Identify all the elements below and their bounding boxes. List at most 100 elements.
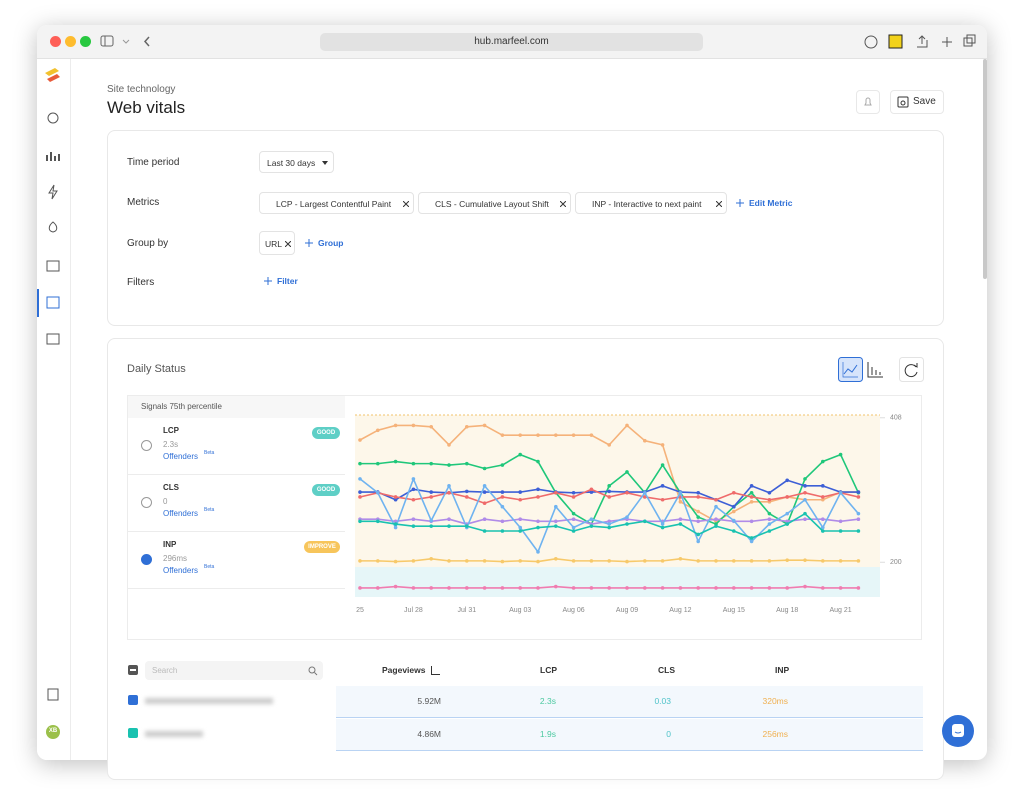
x-tick-label: Aug 09 xyxy=(616,607,638,614)
data-point xyxy=(518,517,522,521)
metric-chip[interactable]: CLS - Cumulative Layout Shift xyxy=(418,192,571,214)
data-point xyxy=(821,497,825,502)
data-point xyxy=(571,517,576,521)
notification-button[interactable] xyxy=(856,90,880,114)
plus-icon xyxy=(305,239,313,247)
data-point xyxy=(358,519,362,524)
data-point xyxy=(358,559,362,563)
close-button[interactable] xyxy=(50,36,61,47)
data-point xyxy=(660,463,665,467)
remove-icon[interactable] xyxy=(716,201,722,207)
data-point xyxy=(429,524,433,528)
address-bar[interactable]: hub.marfeel.com xyxy=(320,33,703,51)
data-point xyxy=(429,495,433,499)
sort-icon[interactable] xyxy=(431,666,440,675)
data-point xyxy=(732,491,736,495)
time-period-label: Time period xyxy=(127,157,180,168)
nav-icons[interactable] xyxy=(99,34,159,50)
time-period-dropdown[interactable]: Last 30 days xyxy=(259,151,334,173)
data-point xyxy=(518,497,522,502)
row-checkbox[interactable] xyxy=(128,728,138,738)
radio-button[interactable] xyxy=(141,554,152,565)
data-point xyxy=(678,556,683,561)
column-header[interactable]: Pageviews xyxy=(382,665,426,675)
remove-icon[interactable] xyxy=(560,201,566,207)
toolbar-icons[interactable] xyxy=(862,33,982,51)
data-point xyxy=(856,586,861,590)
section-title: Daily Status xyxy=(127,363,186,375)
column-header[interactable]: LCP xyxy=(540,665,557,675)
data-point xyxy=(767,497,772,502)
search-box[interactable]: Search xyxy=(145,661,323,680)
data-point xyxy=(429,556,433,561)
row-checkbox[interactable] xyxy=(128,695,138,705)
beta-tag: Beta xyxy=(204,507,215,513)
status-badge: IMPROVE xyxy=(304,541,340,553)
data-point xyxy=(821,525,825,530)
column-header[interactable]: INP xyxy=(775,665,790,675)
dropdown-caret xyxy=(322,161,328,165)
signals-header: Signals 75th percentile xyxy=(141,402,222,411)
line-chart: 200 408 25 Jul 28 Jul 31 Aug 03 Aug 06 Aug 09 Au… xyxy=(355,414,902,614)
offenders-link[interactable]: Offenders xyxy=(163,566,198,575)
chart-controls[interactable] xyxy=(838,357,924,382)
zoom-button[interactable] xyxy=(80,36,91,47)
data-point xyxy=(607,489,611,494)
add-group-link[interactable]: Group xyxy=(318,238,344,248)
add-filter-link[interactable]: Filter xyxy=(277,276,298,286)
data-point xyxy=(589,559,594,563)
data-point xyxy=(465,559,469,563)
scrollbar[interactable] xyxy=(983,59,987,279)
offenders-link[interactable]: Offenders xyxy=(163,509,198,518)
data-point xyxy=(429,518,433,523)
data-point xyxy=(554,433,558,437)
data-point xyxy=(785,495,789,499)
data-point xyxy=(767,522,772,526)
data-point xyxy=(732,518,736,523)
group-chip[interactable]: URL xyxy=(259,231,295,255)
data-point xyxy=(856,529,861,533)
data-point xyxy=(607,559,611,563)
data-point xyxy=(678,586,683,590)
x-tick-label: 25 xyxy=(356,607,364,614)
data-point xyxy=(518,529,522,533)
x-tick-label: Aug 18 xyxy=(776,607,798,614)
column-header[interactable]: CLS xyxy=(658,665,675,675)
metric-chip[interactable]: LCP - Largest Contentful Paint xyxy=(259,192,414,214)
data-point xyxy=(376,519,380,524)
data-point xyxy=(643,586,647,590)
data-point xyxy=(625,559,629,564)
edit-metric-link[interactable]: Edit Metric xyxy=(749,198,793,208)
data-point xyxy=(554,491,558,495)
data-point xyxy=(447,484,451,488)
data-point xyxy=(482,484,487,488)
chat-button[interactable] xyxy=(942,715,974,747)
save-button[interactable]: Save xyxy=(890,90,944,114)
beta-tag: Beta xyxy=(204,564,215,570)
data-point xyxy=(643,519,647,524)
select-all-checkbox[interactable] xyxy=(128,665,138,675)
avatar-initials[interactable]: XB xyxy=(48,728,58,734)
data-point xyxy=(500,529,505,533)
radio-button[interactable] xyxy=(141,497,152,508)
data-point xyxy=(625,470,629,474)
data-point xyxy=(838,519,843,524)
remove-icon[interactable] xyxy=(403,201,409,207)
bell-icon xyxy=(864,97,872,106)
metric-chip[interactable]: INP - Interactive to next paint xyxy=(575,192,727,214)
data-point xyxy=(571,525,576,530)
data-point xyxy=(482,423,487,428)
save-icon xyxy=(897,96,909,108)
radio-button[interactable] xyxy=(141,440,152,451)
remove-icon[interactable] xyxy=(285,241,291,247)
data-point xyxy=(696,491,700,495)
data-point xyxy=(376,586,380,590)
data-point xyxy=(393,423,398,428)
offenders-link[interactable]: Offenders xyxy=(163,452,198,461)
data-point xyxy=(749,484,754,488)
data-point xyxy=(536,459,540,464)
data-point xyxy=(393,525,398,530)
sidebar: XB xyxy=(37,59,71,760)
minimize-button[interactable] xyxy=(65,36,76,47)
sidebar-icons[interactable] xyxy=(37,59,70,760)
